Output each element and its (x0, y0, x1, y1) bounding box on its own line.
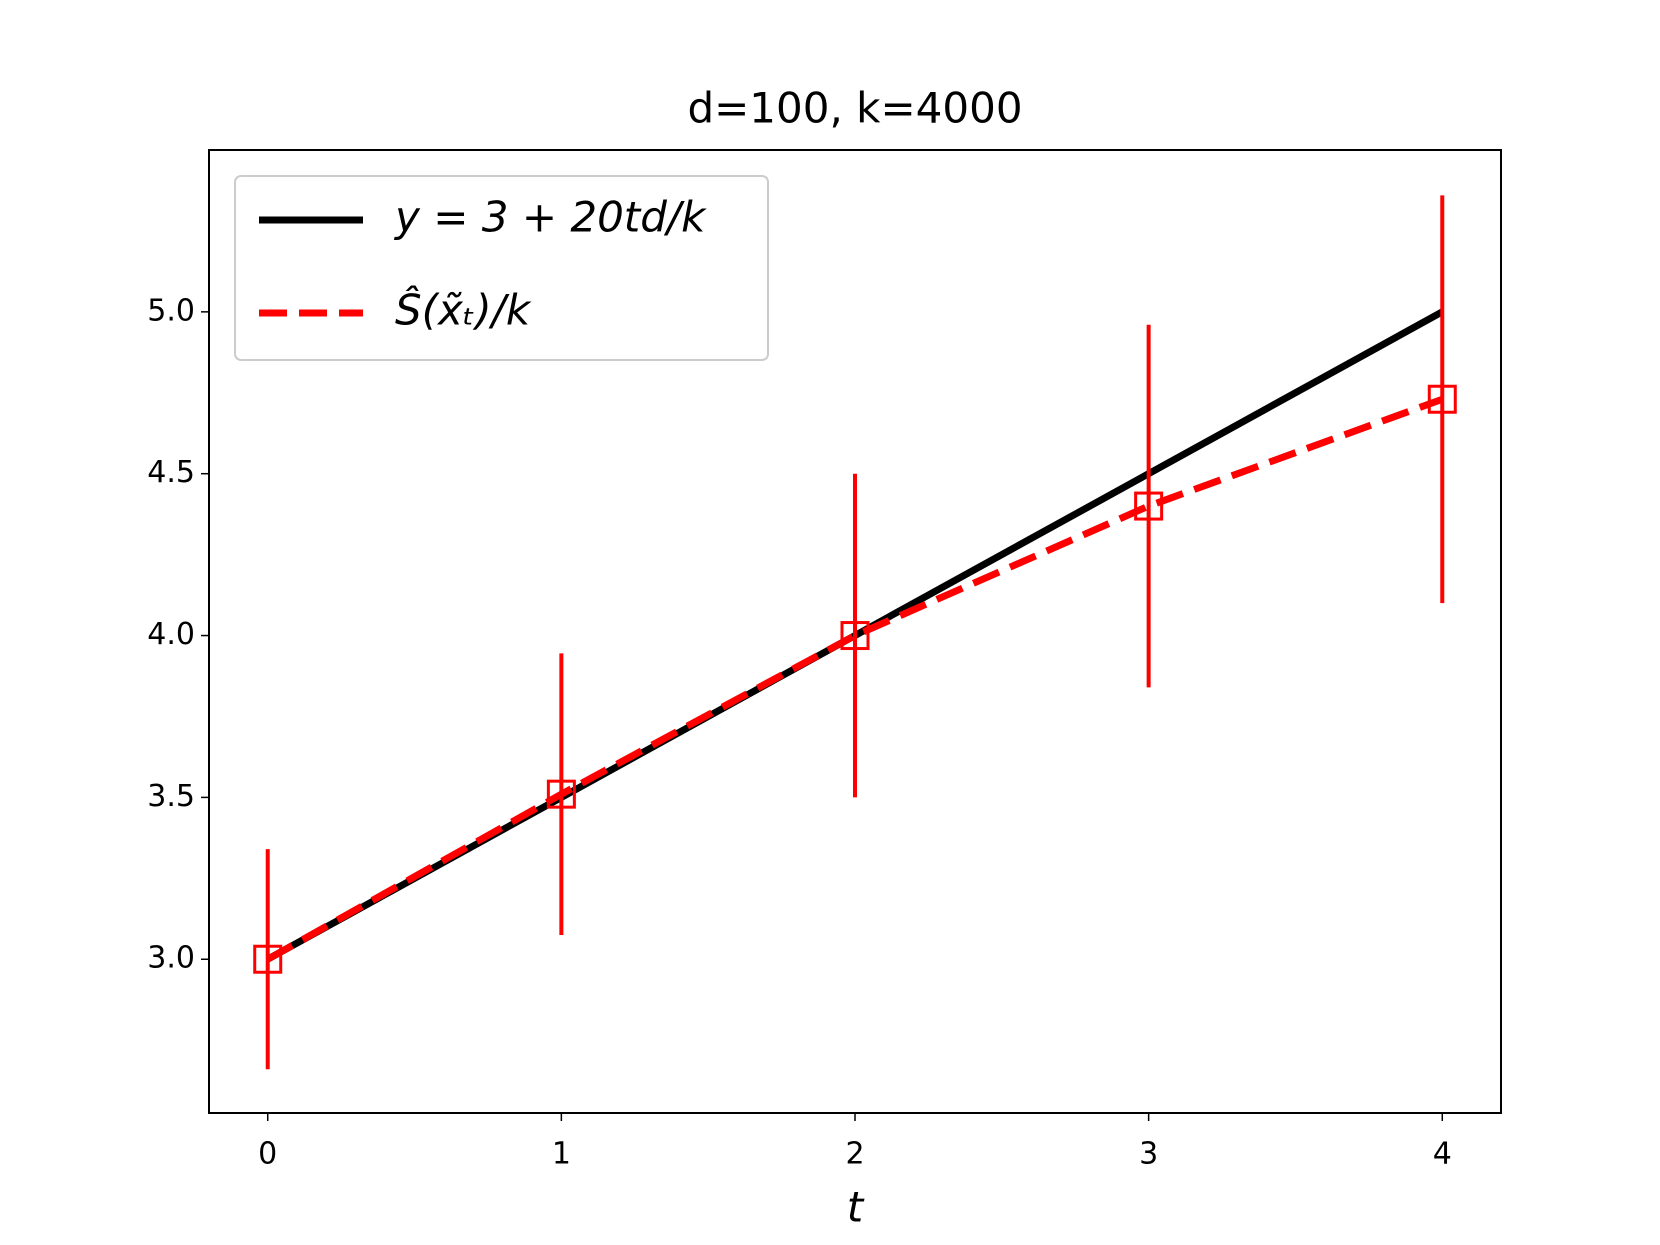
legend-label: Ŝ(x̃ₜ)/k (395, 285, 532, 335)
x-tick-label: 2 (845, 1137, 864, 1172)
series-line (266, 395, 1444, 963)
y-tick-label: 4.5 (147, 455, 195, 490)
marker (1134, 491, 1164, 521)
y-tick-label: 3.0 (147, 941, 195, 976)
legend-box (234, 175, 769, 361)
y-tick-label: 5.0 (147, 293, 195, 328)
plot-frame (208, 149, 1502, 1114)
x-tick-label: 0 (258, 1137, 277, 1172)
x-tick-label: 4 (1433, 1137, 1452, 1172)
marker (1427, 384, 1457, 414)
legend-label: y = 3 + 20td/k (393, 193, 707, 242)
marker (253, 944, 283, 974)
chart-title: d=100, k=4000 (687, 84, 1022, 133)
y-tick-label: 4.0 (147, 617, 195, 652)
x-axis-label: t (847, 1183, 865, 1232)
marker (546, 779, 576, 809)
marker (840, 621, 870, 651)
y-tick-label: 3.5 (147, 779, 195, 814)
x-tick-label: 3 (1139, 1137, 1158, 1172)
x-tick-label: 1 (552, 1137, 571, 1172)
